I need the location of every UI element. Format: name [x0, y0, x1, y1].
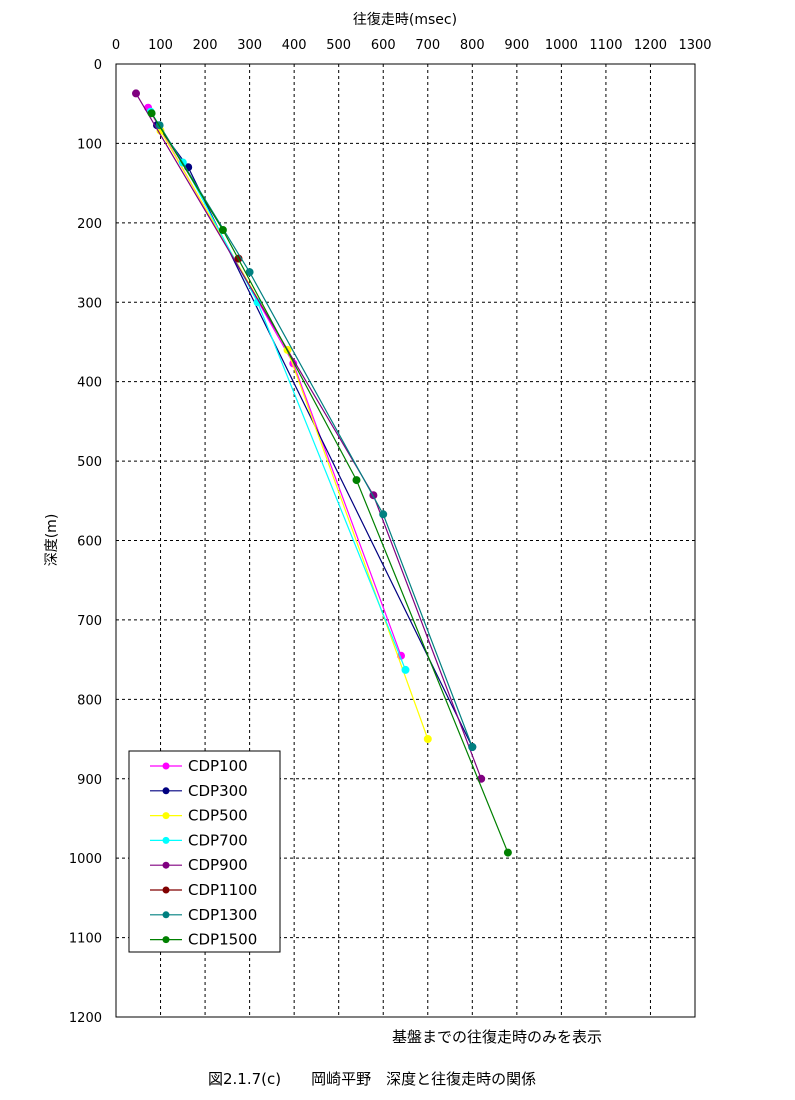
data-point — [245, 268, 254, 277]
data-point — [401, 665, 410, 674]
legend-marker — [162, 936, 170, 944]
series-line — [135, 93, 482, 780]
y-tick-label: 800 — [77, 693, 102, 708]
y-tick-label: 900 — [77, 773, 102, 788]
legend-item: CDP500 — [150, 807, 248, 825]
data-point — [352, 476, 361, 485]
legend-item: CDP1500 — [150, 931, 257, 949]
legend-item: CDP300 — [150, 782, 248, 800]
series-group — [132, 89, 512, 857]
x-tick-label: 1200 — [634, 38, 667, 53]
plot-area-border — [115, 63, 696, 1018]
x-tick-label: 100 — [148, 38, 173, 53]
y-tick-label: 700 — [77, 614, 102, 629]
legend-item: CDP900 — [150, 856, 248, 874]
x-tick-label: 500 — [326, 38, 351, 53]
x-tick-label: 1100 — [589, 38, 622, 53]
data-point — [423, 735, 432, 743]
legend-label: CDP300 — [188, 782, 248, 800]
legend-label: CDP500 — [188, 807, 248, 825]
legend-marker — [162, 861, 170, 869]
legend-item: CDP1300 — [150, 906, 257, 924]
data-point — [132, 89, 140, 98]
y-tick-label: 1200 — [69, 1011, 102, 1026]
x-axis-title: 往復走時(msec) — [353, 11, 457, 28]
x-tick-label: 900 — [504, 38, 529, 53]
x-tick-label: 200 — [193, 38, 218, 53]
grid — [116, 64, 695, 1017]
legend-label: CDP1100 — [188, 881, 257, 899]
legend-marker — [162, 762, 170, 770]
legend-marker — [162, 787, 170, 795]
x-tick-label: 1300 — [678, 38, 711, 53]
series-line — [151, 112, 509, 853]
legend-label: CDP100 — [188, 757, 248, 775]
legend-item: CDP1100 — [150, 881, 257, 899]
series-cdp1500 — [147, 109, 512, 857]
y-tick-label: 1100 — [69, 932, 102, 947]
legend-label: CDP1500 — [188, 931, 257, 949]
x-tick-label: 400 — [282, 38, 307, 53]
series-cdp500 — [156, 126, 432, 743]
x-tick-label: 800 — [460, 38, 485, 53]
series-line — [156, 124, 473, 748]
y-tick-label: 100 — [77, 137, 102, 152]
y-tick-label: 400 — [77, 376, 102, 391]
series-line — [150, 111, 407, 671]
data-point — [503, 848, 512, 857]
data-point — [147, 109, 156, 118]
y-tick-label: 200 — [77, 217, 102, 232]
y-tick-label: 300 — [77, 296, 102, 311]
note-text: 基盤までの往復走時のみを表示 — [392, 1028, 603, 1046]
legend-item: CDP100 — [150, 757, 248, 775]
x-tick-label: 300 — [237, 38, 262, 53]
series-cdp700 — [146, 107, 410, 674]
y-tick-labels: 0 100 200 300 400 500 600 700 800 900 1000 1100 1200 — [69, 58, 102, 1026]
legend-label: CDP1300 — [188, 906, 257, 924]
x-tick-label: 0 — [112, 38, 120, 53]
y-tick-label: 500 — [77, 455, 102, 470]
y-tick-label: 600 — [77, 535, 102, 550]
x-tick-label: 1000 — [545, 38, 578, 53]
legend-marker — [162, 911, 170, 919]
data-point — [468, 743, 477, 751]
y-axis-title: 深度(m) — [44, 514, 60, 567]
x-tick-label: 600 — [371, 38, 396, 53]
legend-marker — [162, 836, 170, 844]
data-point — [379, 510, 388, 519]
y-tick-label: 0 — [94, 58, 102, 73]
x-tick-labels: 0 100 200 300 400 500 600 700 800 900 1000 1100 1200… — [112, 38, 712, 53]
figure-caption: 図2.1.7(c) 岡崎平野 深度と往復走時の関係 — [208, 1070, 537, 1088]
y-tick-label: 1000 — [69, 852, 102, 867]
x-tick-label: 700 — [415, 38, 440, 53]
data-point — [218, 226, 227, 234]
series-cdp1300 — [155, 121, 477, 751]
legend-marker — [162, 812, 170, 820]
legend-marker — [162, 886, 170, 894]
legend-box — [128, 750, 281, 953]
legend-item: CDP700 — [150, 831, 248, 849]
legend-label: CDP700 — [188, 831, 248, 849]
series-line — [159, 124, 473, 748]
legend: CDP100 CDP300 CDP500 CDP700 CDP900 CDP1100 CDP… — [128, 750, 281, 953]
legend-label: CDP900 — [188, 856, 248, 874]
series-cdp900 — [132, 89, 486, 783]
